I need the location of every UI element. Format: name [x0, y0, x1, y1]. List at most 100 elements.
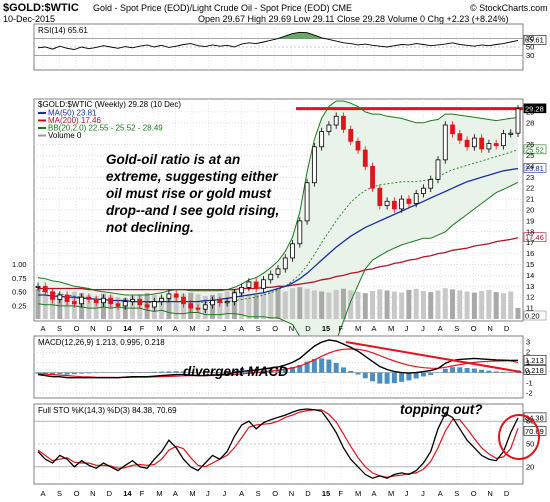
x-tick-label: M — [156, 324, 162, 333]
macd-histogram-bar — [406, 372, 412, 381]
candle-body — [311, 146, 317, 184]
candle-body — [151, 301, 157, 308]
legend-entry: BB(20,2.0) 22.55 - 25.52 - 28.49 — [48, 124, 163, 133]
candle-body — [290, 243, 295, 259]
macd-histogram-bar — [282, 368, 288, 373]
x-tick-label: O — [471, 324, 477, 333]
volume-bar — [64, 295, 70, 319]
x-tick-label: N — [289, 324, 294, 333]
volume-bar — [428, 292, 434, 319]
volume-bar — [159, 296, 165, 319]
macd-histogram-bar — [159, 371, 165, 373]
y-tick-label: 3 — [526, 338, 530, 347]
macd-histogram-bar — [130, 371, 136, 373]
y-tick-label: 11 — [526, 304, 534, 313]
sto-plot: 84.38 70.69 — [37, 408, 547, 479]
x-tick-label: M — [388, 324, 394, 333]
candle-body — [370, 165, 375, 189]
macd-histogram-bar — [64, 372, 70, 375]
sto-label: Full STO %K(14,3) %D(3) 84.38, 70.69 — [38, 406, 177, 415]
volume-bar — [260, 292, 266, 319]
volume-bar — [253, 294, 259, 319]
volume-bar — [399, 292, 405, 319]
x-tick-label: D — [305, 324, 311, 333]
macd-histogram-bar — [413, 372, 419, 379]
x-tick-label: A — [438, 324, 443, 333]
candle-body — [450, 124, 455, 135]
price-tag-label: 17.46 — [525, 233, 544, 242]
macd-histogram-bar — [340, 367, 346, 373]
price-tag-box — [523, 232, 547, 242]
candle-body — [362, 149, 368, 167]
x-axis-top: A S O N D 14 F M A M J J A S O N D 15 F M A M J J A S O N D — [40, 324, 509, 333]
x-tick-label: D — [107, 324, 113, 333]
candle-body — [159, 297, 165, 302]
candle-body — [101, 297, 106, 304]
x-tick-label: S — [57, 489, 62, 498]
x-tick-label: A — [438, 489, 443, 498]
candle-body — [224, 301, 230, 304]
macd-histogram-bar — [35, 372, 41, 374]
sto-top-circle — [498, 414, 540, 460]
volume-bar — [86, 294, 92, 319]
x-tick-label: J — [421, 324, 425, 333]
candle-body — [239, 286, 245, 294]
candle-body — [384, 200, 390, 207]
macd-histogram-bar — [260, 369, 266, 373]
candle-body — [471, 137, 477, 148]
volume-bar — [515, 308, 521, 319]
y-tick-label: 1 — [526, 358, 530, 367]
macd-histogram-bar — [442, 368, 448, 373]
y-tick-label: 2 — [526, 348, 530, 357]
bb-upper-line — [37, 100, 519, 296]
macd-histogram-bar — [57, 372, 63, 375]
macd-histogram-bar — [50, 372, 56, 375]
x-tick-label: F — [140, 489, 145, 498]
macd-histogram-bar — [173, 371, 179, 373]
macd-histogram-bar — [166, 371, 172, 373]
macd-histogram-bar — [479, 369, 485, 373]
sto-tag-box — [523, 425, 547, 436]
macd-histogram-bar — [471, 368, 477, 373]
macd-histogram-bar — [377, 372, 383, 384]
x-tick-label: O — [272, 489, 278, 498]
macd-divergence-line — [345, 341, 522, 373]
volume-bar — [173, 295, 179, 319]
candle-body — [493, 143, 499, 147]
y-tick-label: 24 — [526, 162, 534, 171]
price-tag-box — [523, 163, 547, 173]
volume-bar — [348, 290, 354, 319]
volume-bar — [340, 288, 346, 319]
x-tick-label: 14 — [123, 324, 132, 333]
macd-line — [37, 339, 519, 379]
x-tick-label: J — [223, 324, 227, 333]
x-tick-label: F — [338, 489, 343, 498]
price-tag-box — [523, 310, 547, 321]
annotation-line: Gold-oil ratio is at an — [106, 152, 240, 167]
macd-histogram-bar — [428, 372, 434, 375]
volume-tick-label: 1.00 — [12, 260, 27, 269]
candle-body — [253, 281, 259, 289]
macd-histogram-bar — [42, 372, 48, 375]
macd-tag-label: 0.218 — [525, 366, 544, 375]
volume-bar — [471, 292, 477, 319]
price-panel: 29.28 25.52 23.81 17.46 0.20 $GOLD:$WTIC (We… — [12, 98, 547, 371]
candle-body — [275, 268, 281, 275]
sto-y-ticks: 80 50 20 — [526, 417, 534, 472]
volume-bar — [450, 289, 456, 319]
volume-bar — [42, 292, 48, 319]
x-tick-label: S — [256, 489, 261, 498]
x-tick-label: F — [140, 324, 145, 333]
candle-body — [108, 297, 114, 305]
macd-histogram-bar — [275, 369, 281, 373]
x-tick-label: J — [421, 489, 425, 498]
macd-histogram-bar — [297, 364, 303, 373]
macd-histogram-bar — [348, 370, 354, 373]
y-tick-label: 22 — [526, 184, 534, 193]
x-tick-label: J — [405, 489, 409, 498]
volume-bar — [391, 291, 397, 319]
y-tick-label: 70 — [526, 34, 534, 43]
volume-bar — [311, 290, 317, 319]
